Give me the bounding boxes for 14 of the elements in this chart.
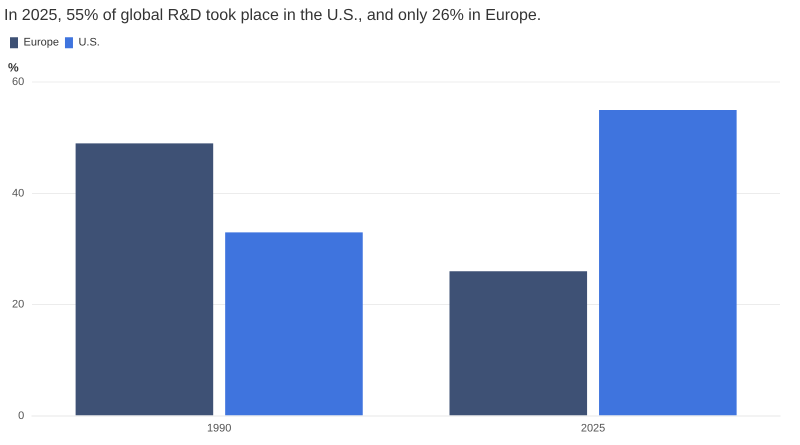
- chart-title: In 2025, 55% of global R&D took place in the U.S., and only 26% in Europe.: [4, 7, 542, 24]
- bar: [449, 271, 588, 416]
- x-tick-label: 2025: [580, 422, 606, 434]
- y-tick-label: 60: [12, 76, 24, 88]
- y-tick-label: 20: [12, 298, 24, 311]
- x-tick-label: 1990: [206, 422, 232, 434]
- y-tick-label: 0: [18, 410, 24, 422]
- bar: [225, 232, 363, 416]
- bar: [599, 110, 737, 416]
- y-axis-title: %: [8, 60, 19, 75]
- legend-label: Europe: [24, 36, 59, 49]
- legend-label: U.S.: [78, 36, 100, 49]
- y-tick-label: 40: [12, 187, 24, 200]
- bar: [76, 143, 214, 416]
